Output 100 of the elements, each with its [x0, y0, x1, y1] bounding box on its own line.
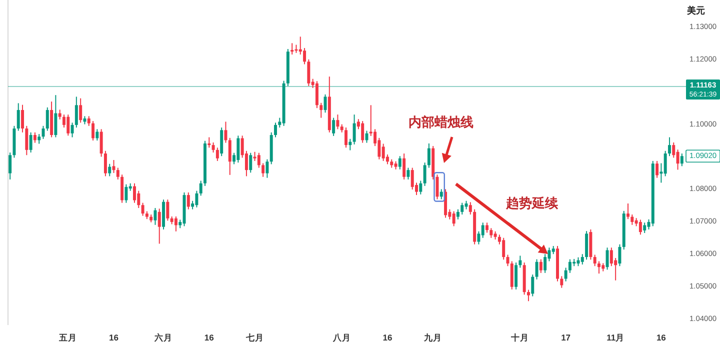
candlestick	[402, 152, 406, 180]
candlestick	[8, 152, 12, 180]
candlestick	[124, 184, 128, 204]
candlestick	[535, 258, 538, 280]
candlestick	[332, 117, 336, 136]
x-tick-label: 七月	[244, 332, 264, 342]
x-tick-label: 六月	[154, 332, 173, 342]
candlestick	[544, 254, 547, 274]
x-tick-label: 16	[109, 332, 119, 342]
candlestick	[141, 202, 144, 216]
candlestick	[419, 180, 422, 195]
candlestick	[506, 254, 510, 267]
candlestick	[630, 214, 634, 226]
candlestick	[212, 142, 215, 154]
candlestick	[410, 167, 414, 190]
x-tick-label: 九月	[423, 332, 442, 342]
candlestick	[398, 156, 402, 170]
candlestick	[303, 48, 306, 65]
candlestick	[100, 128, 103, 158]
candlestick	[531, 274, 534, 297]
candlestick	[253, 151, 256, 162]
candlestick	[502, 237, 506, 260]
y-axis-title: 美元	[686, 5, 705, 16]
candlestick	[33, 132, 36, 144]
x-tick-label: 11月	[606, 332, 625, 342]
candlestick	[79, 98, 82, 124]
candlestick	[96, 128, 99, 142]
candlestick	[25, 125, 28, 156]
candlestick	[427, 142, 430, 168]
x-tick-label: 17	[561, 332, 571, 342]
candlestick	[626, 202, 630, 220]
candlestick	[38, 134, 41, 144]
candlestick	[166, 199, 170, 222]
candlestick	[423, 162, 426, 186]
candlestick	[320, 102, 323, 118]
candlestick	[249, 152, 252, 174]
candlestick	[104, 150, 107, 177]
candlestick	[154, 208, 157, 226]
candlestick	[158, 208, 161, 244]
candlestick	[490, 228, 493, 238]
candlestick	[108, 163, 112, 177]
candlestick	[610, 247, 613, 267]
candlestick	[680, 152, 684, 167]
candlestick	[257, 152, 260, 168]
candlestick	[560, 276, 564, 288]
candlestick	[468, 202, 472, 216]
candlestick	[58, 109, 62, 120]
candlestick	[174, 216, 178, 232]
candlestick	[668, 136, 671, 157]
candlestick	[656, 160, 659, 178]
candlestick	[564, 267, 568, 282]
candlestick	[638, 219, 642, 236]
candlestick	[195, 190, 198, 208]
x-tick-label: 16	[382, 332, 392, 342]
candlestick	[208, 136, 211, 148]
candlestick	[406, 167, 410, 180]
candlestick	[510, 260, 514, 290]
candlestick	[216, 147, 219, 162]
candlestick	[92, 120, 95, 142]
candlestick	[87, 116, 90, 126]
candlestick	[315, 80, 318, 109]
candlestick	[643, 222, 646, 234]
candlestick	[460, 202, 464, 216]
candlestick	[526, 289, 530, 302]
candlestick	[133, 182, 136, 204]
candlestick	[539, 258, 542, 274]
candlestick	[236, 135, 240, 164]
candlestick	[74, 96, 78, 128]
candlestick	[274, 122, 277, 138]
candlestick	[361, 120, 364, 144]
candlestick	[440, 188, 443, 200]
candlestick	[456, 208, 460, 220]
candlestick	[352, 114, 356, 145]
candlestick	[307, 58, 310, 86]
candlestick	[220, 127, 224, 157]
candlestick	[29, 132, 32, 154]
candlestick	[54, 94, 58, 138]
candlestick	[348, 138, 352, 151]
candlestick	[120, 174, 124, 204]
candlestick	[186, 192, 190, 210]
candlestick	[137, 190, 140, 209]
candlestick	[518, 255, 522, 268]
candlestick	[336, 114, 340, 130]
annotation: 趋势延续	[505, 195, 559, 210]
candlestick	[593, 254, 596, 267]
candlestick	[606, 247, 609, 270]
candlestick	[262, 162, 265, 178]
candlestick	[228, 137, 232, 176]
x-tick-label: 十月	[510, 332, 530, 342]
candlestick	[436, 174, 439, 200]
candlestick	[664, 150, 667, 177]
candlestick	[580, 254, 584, 265]
candlestick	[70, 122, 74, 138]
candlestick	[514, 262, 518, 290]
candlestick	[224, 121, 228, 144]
x-tick-label: 16	[656, 332, 666, 342]
x-tick-label: 16	[204, 332, 214, 342]
candlestick	[452, 210, 456, 227]
candlestick	[199, 180, 202, 196]
candlestick	[66, 114, 70, 136]
